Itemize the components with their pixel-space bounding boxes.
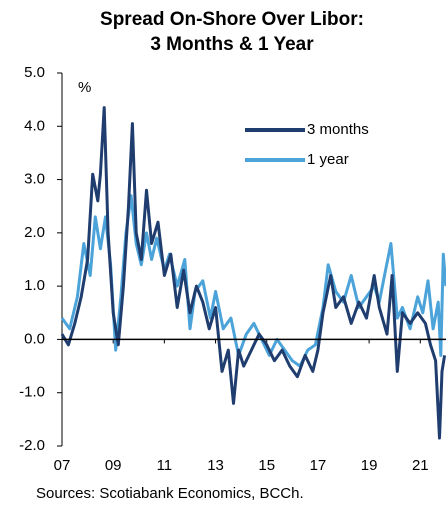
y-tick-label: 1.0 xyxy=(24,277,45,294)
y-tick-label: 3.0 xyxy=(24,171,45,188)
y-tick-label: 4.0 xyxy=(24,117,45,134)
x-tick-label: 09 xyxy=(105,457,122,474)
x-tick-label: 21 xyxy=(412,457,429,474)
x-tick-label: 15 xyxy=(258,457,275,474)
y-tick-label: 0.0 xyxy=(24,330,45,347)
chart-title: Spread On-Shore Over Libor: xyxy=(100,9,364,30)
series-line xyxy=(60,194,446,368)
x-tick-label: 17 xyxy=(310,457,327,474)
y-tick-label: -1.0 xyxy=(19,384,45,401)
y-axis-label: % xyxy=(78,79,91,96)
series-line xyxy=(60,106,446,440)
source-note: Sources: Scotiabank Economics, BCCh. xyxy=(36,485,304,502)
y-tick-label: 5.0 xyxy=(24,64,45,81)
legend-label: 3 months xyxy=(307,121,369,138)
y-tick-label: 2.0 xyxy=(24,224,45,241)
x-tick-label: 13 xyxy=(207,457,224,474)
legend-label: 1 year xyxy=(307,151,349,168)
x-tick-label: 19 xyxy=(361,457,378,474)
chart-title: 3 Months & 1 Year xyxy=(150,34,314,55)
x-tick-label: 11 xyxy=(157,457,173,474)
x-tick-label: 07 xyxy=(54,457,71,474)
y-tick-label: -2.0 xyxy=(19,437,45,454)
